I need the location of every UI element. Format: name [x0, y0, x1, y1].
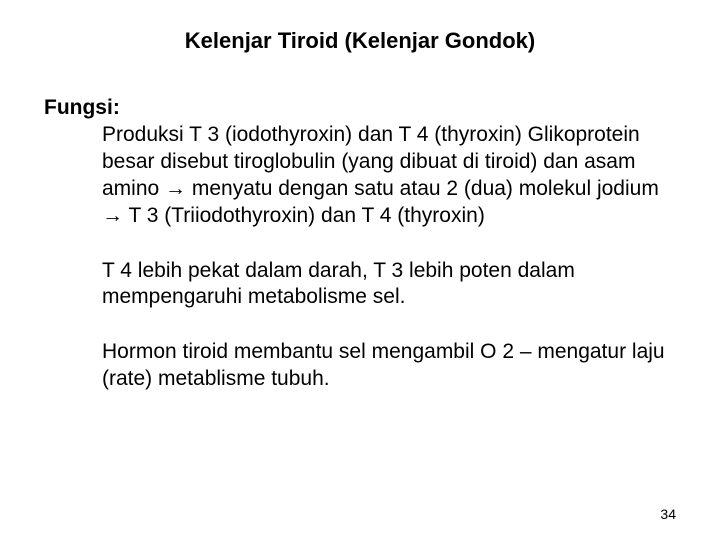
paragraph-3: Hormon tiroid membantu sel mengambil O 2… [102, 339, 676, 393]
para1-part-b: menyatu dengan satu atau 2 (dua) molekul… [186, 177, 659, 200]
page-number: 34 [660, 506, 676, 522]
section-label: Fungsi: [44, 96, 676, 120]
para1-part-c: T 3 (Triiodothyroxin) dan T 4 (thyroxin) [123, 204, 485, 227]
slide-title: Kelenjar Tiroid (Kelenjar Gondok) [44, 28, 676, 54]
paragraph-1: Produksi T 3 (iodothyroxin) dan T 4 (thy… [102, 122, 676, 230]
paragraph-2: T 4 lebih pekat dalam darah, T 3 lebih p… [102, 258, 676, 312]
arrow-icon: → [102, 204, 123, 227]
arrow-icon: → [165, 177, 186, 200]
